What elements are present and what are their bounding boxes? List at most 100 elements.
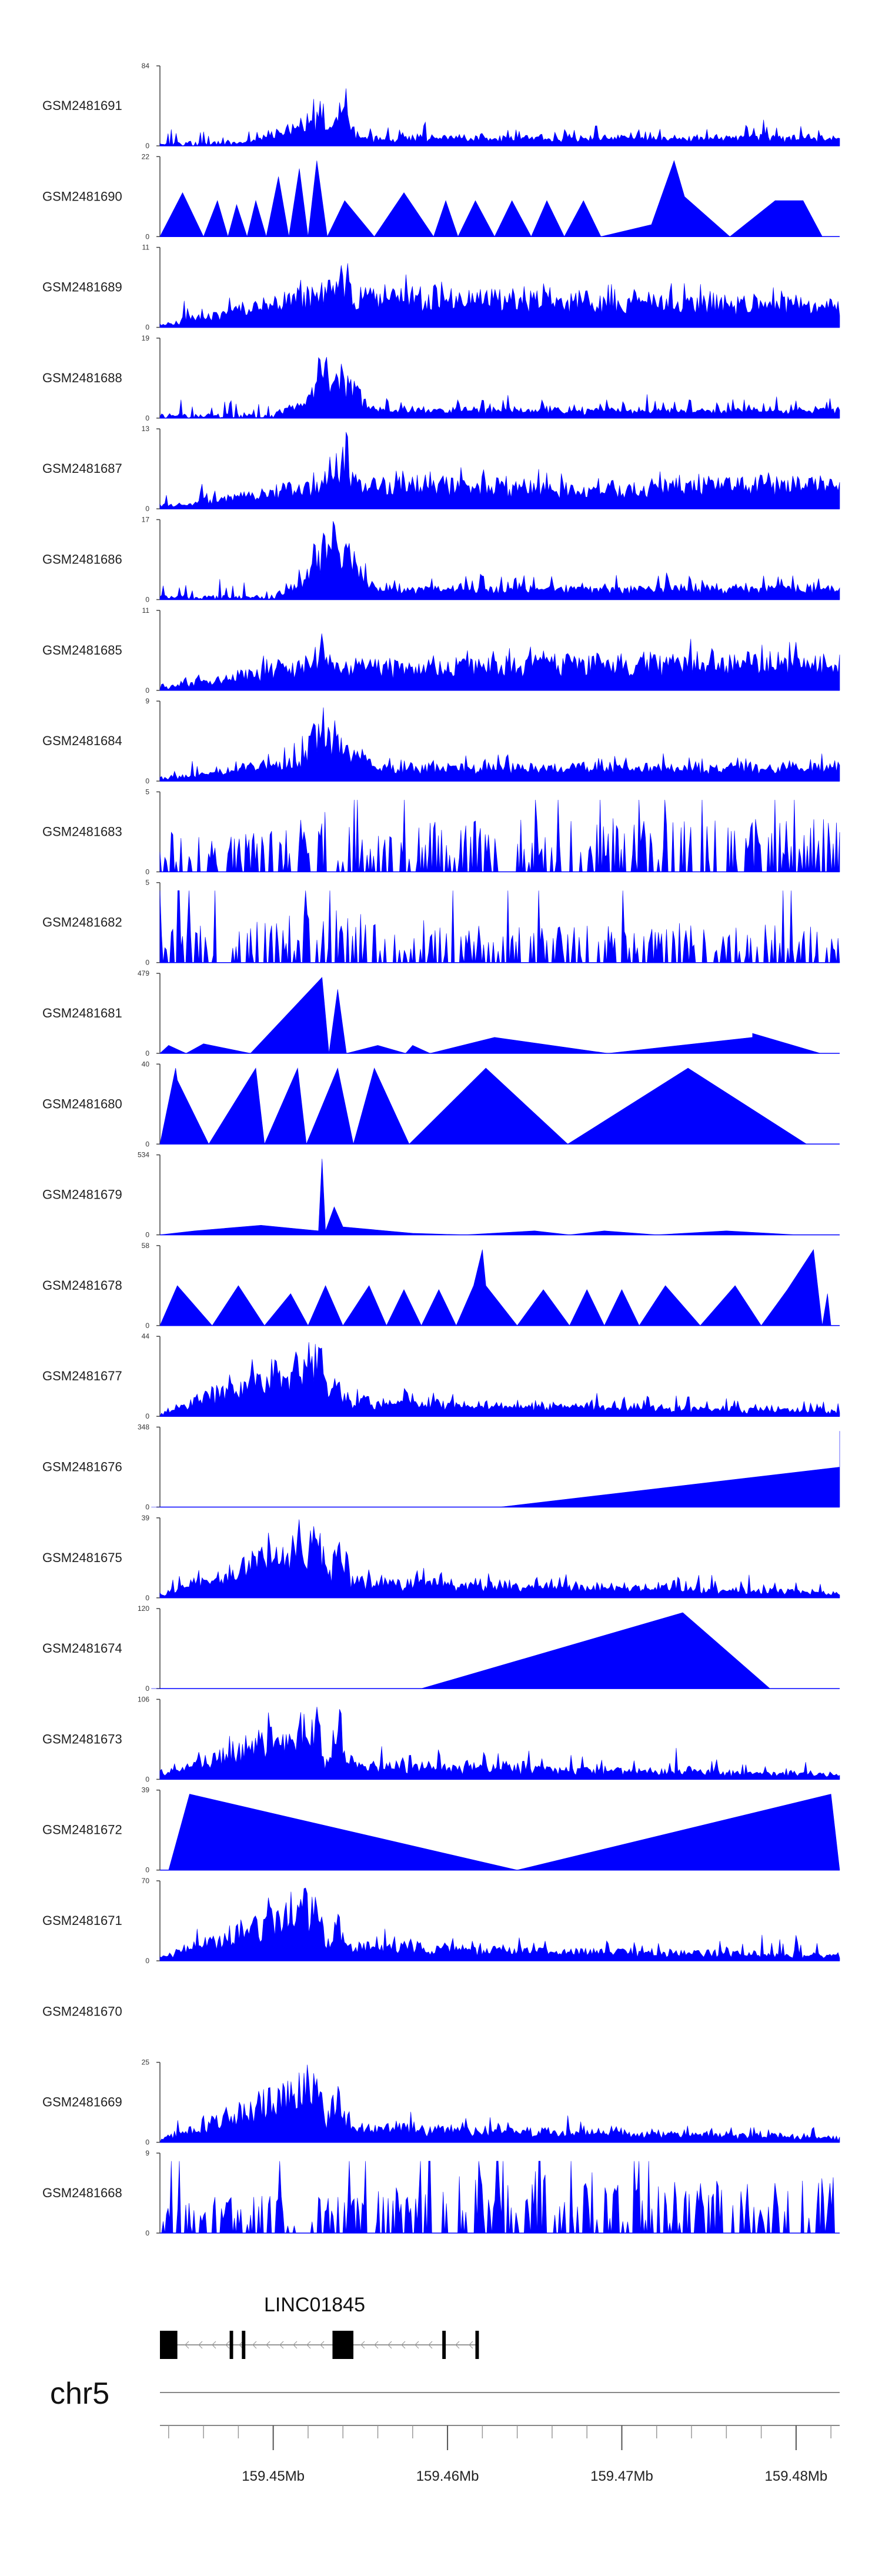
coverage-area-GSM2481685 bbox=[159, 633, 840, 691]
y-zero-label: 0 bbox=[145, 959, 149, 967]
gene-exon bbox=[475, 2331, 479, 2359]
y-zero-label: 0 bbox=[145, 1322, 149, 1330]
y-max-label: 70 bbox=[142, 1877, 150, 1885]
track-GSM2481678: GSM2481678 58 0 bbox=[42, 1242, 840, 1330]
track-label: GSM2481688 bbox=[42, 371, 122, 385]
coverage-area-GSM2481687 bbox=[159, 432, 840, 509]
strand-arrow-icon bbox=[279, 2341, 284, 2349]
track-GSM2481684: GSM2481684 9 0 bbox=[42, 697, 840, 785]
track-GSM2481691: GSM2481691 84 0 bbox=[42, 62, 840, 150]
y-max-label: 13 bbox=[142, 425, 150, 433]
track-GSM2481676: GSM2481676 348 0 bbox=[42, 1423, 840, 1511]
genome-axis: chr5 159.45Mb 159.46Mb 159.47Mb 159.48Mb bbox=[50, 2377, 840, 2484]
coverage-area-GSM2481684 bbox=[159, 707, 840, 782]
y-zero-label: 0 bbox=[145, 596, 149, 604]
y-max-label: 25 bbox=[142, 2058, 150, 2067]
y-zero-label: 0 bbox=[145, 777, 149, 785]
track-GSM2481674: GSM2481674 120 0 bbox=[42, 1604, 840, 1693]
strand-arrow-icon bbox=[469, 2341, 473, 2349]
track-GSM2481673: GSM2481673 106 0 bbox=[42, 1695, 840, 1783]
coverage-area-GSM2481689 bbox=[159, 263, 840, 328]
y-max-label: 58 bbox=[142, 1242, 150, 1250]
track-GSM2481685: GSM2481685 11 0 bbox=[42, 606, 840, 695]
track-GSM2481683: GSM2481683 5 0 bbox=[42, 788, 840, 876]
track-label: GSM2481690 bbox=[42, 189, 122, 203]
strand-arrow-icon bbox=[306, 2341, 311, 2349]
y-max-label: 84 bbox=[142, 62, 150, 70]
y-max-label: 5 bbox=[145, 788, 149, 796]
coverage-area-GSM2481691 bbox=[159, 88, 840, 146]
strand-arrow-icon bbox=[374, 2341, 379, 2349]
coverage-area-GSM2481675 bbox=[159, 1519, 840, 1599]
axis-tick-label: 159.47Mb bbox=[590, 2468, 653, 2484]
chromosome-label: chr5 bbox=[50, 2377, 109, 2411]
coverage-area-GSM2481674 bbox=[151, 1612, 840, 1689]
track-label: GSM2481683 bbox=[42, 824, 122, 839]
y-max-label: 120 bbox=[138, 1604, 149, 1613]
track-label: GSM2481678 bbox=[42, 1278, 122, 1293]
y-zero-label: 0 bbox=[145, 1684, 149, 1693]
coverage-area-GSM2481682 bbox=[159, 890, 840, 963]
track-GSM2481670: GSM2481670 bbox=[42, 2004, 122, 2018]
track-label: GSM2481680 bbox=[42, 1096, 122, 1111]
gene-name: LINC01845 bbox=[264, 2294, 365, 2316]
y-zero-label: 0 bbox=[145, 1594, 149, 1602]
track-label: GSM2481682 bbox=[42, 915, 122, 930]
track-label: GSM2481670 bbox=[42, 2004, 122, 2018]
strand-arrow-icon bbox=[185, 2341, 189, 2349]
y-zero-label: 0 bbox=[145, 1866, 149, 1874]
y-zero-label: 0 bbox=[145, 2229, 149, 2237]
track-GSM2481688: GSM2481688 19 0 bbox=[42, 334, 840, 422]
y-max-label: 22 bbox=[142, 152, 150, 161]
coverage-area-GSM2481677 bbox=[159, 1342, 840, 1417]
y-zero-label: 0 bbox=[145, 505, 149, 513]
coverage-tracks: GSM2481691840GSM2481690220GSM2481689110G… bbox=[42, 62, 840, 2237]
y-max-label: 11 bbox=[142, 243, 150, 252]
track-label: GSM2481691 bbox=[42, 98, 122, 113]
track-GSM2481690: GSM2481690 22 0 bbox=[42, 152, 840, 241]
track-label: GSM2481674 bbox=[42, 1641, 122, 1656]
track-GSM2481677: GSM2481677 44 0 bbox=[42, 1332, 840, 1420]
gene-exon bbox=[229, 2331, 233, 2359]
y-max-label: 39 bbox=[142, 1786, 150, 1794]
strand-arrow-icon bbox=[387, 2341, 392, 2349]
y-max-label: 348 bbox=[138, 1423, 149, 1432]
y-max-label: 5 bbox=[145, 879, 149, 887]
track-GSM2481681: GSM2481681 479 0 bbox=[42, 969, 840, 1057]
axis-tick-label: 159.45Mb bbox=[242, 2468, 305, 2484]
y-zero-label: 0 bbox=[145, 867, 149, 876]
track-label: GSM2481677 bbox=[42, 1369, 122, 1383]
coverage-area-GSM2481676 bbox=[151, 1431, 840, 1507]
track-GSM2481686: GSM2481686 17 0 bbox=[42, 516, 840, 604]
coverage-area-GSM2481683 bbox=[159, 799, 840, 872]
strand-arrow-icon bbox=[428, 2341, 433, 2349]
axis-tick-label: 159.46Mb bbox=[416, 2468, 479, 2484]
strand-arrow-icon bbox=[455, 2341, 460, 2349]
strand-arrow-icon bbox=[239, 2341, 243, 2349]
y-zero-label: 0 bbox=[145, 142, 149, 150]
coverage-area-GSM2481678 bbox=[159, 1249, 831, 1326]
coverage-area-GSM2481668 bbox=[160, 2161, 840, 2234]
y-max-label: 106 bbox=[138, 1695, 149, 1703]
track-label: GSM2481681 bbox=[42, 1006, 122, 1020]
gene-exon bbox=[160, 2331, 178, 2359]
track-label: GSM2481685 bbox=[42, 643, 122, 658]
track-label: GSM2481686 bbox=[42, 552, 122, 567]
strand-arrow-icon bbox=[252, 2341, 257, 2349]
coverage-area-GSM2481669 bbox=[159, 2064, 840, 2143]
y-max-label: 19 bbox=[142, 334, 150, 342]
coverage-area-GSM2481680 bbox=[159, 1067, 807, 1145]
y-zero-label: 0 bbox=[145, 414, 149, 422]
strand-arrow-icon bbox=[212, 2341, 216, 2349]
y-zero-label: 0 bbox=[145, 1140, 149, 1148]
coverage-area-GSM2481681 bbox=[159, 977, 821, 1054]
y-max-label: 9 bbox=[145, 2149, 149, 2157]
track-label: GSM2481679 bbox=[42, 1187, 122, 1202]
y-zero-label: 0 bbox=[145, 1957, 149, 1965]
y-max-label: 479 bbox=[138, 969, 149, 977]
y-zero-label: 0 bbox=[145, 1412, 149, 1420]
y-max-label: 9 bbox=[145, 697, 149, 705]
track-GSM2481687: GSM2481687 13 0 bbox=[42, 425, 840, 513]
track-GSM2481669: GSM2481669 25 0 bbox=[42, 2058, 840, 2147]
